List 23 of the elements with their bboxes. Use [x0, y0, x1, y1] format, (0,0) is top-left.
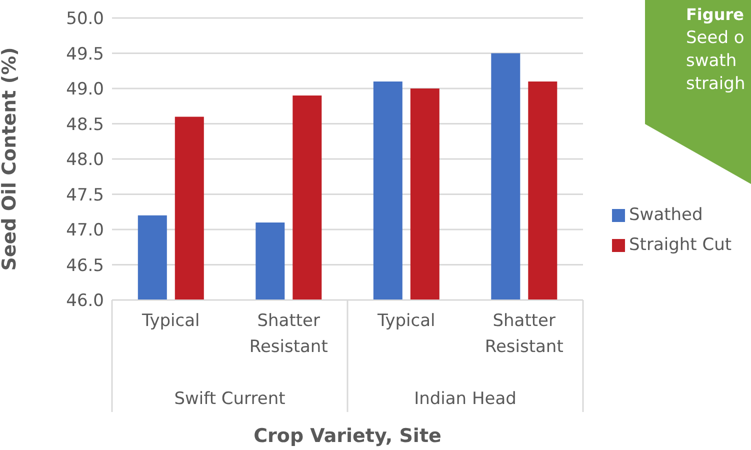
y-tick-label: 46.0 — [66, 291, 104, 312]
x-tick-label: Typical — [376, 311, 436, 331]
x-tick-label: Shatter Resistant — [249, 311, 328, 357]
y-tick-label: 50.0 — [66, 9, 104, 30]
text: Swift Current — [174, 389, 286, 409]
y-tick-label: 47.5 — [66, 185, 104, 206]
x-tick-label: Typical — [140, 311, 200, 331]
y-tick-label: 49.0 — [66, 80, 104, 100]
x-axis-title: Crop Variety, Site — [254, 425, 442, 447]
text: Indian Head — [414, 389, 516, 409]
text: Figure — [686, 5, 744, 24]
text: Seed o — [686, 28, 744, 48]
text: swath — [686, 51, 737, 71]
legend-label: Swathed — [629, 205, 703, 225]
x-tick-label: Shatter Resistant — [484, 311, 564, 357]
y-tick-label: 47.0 — [66, 220, 104, 241]
y-axis-title: Seed Oil Content (%) — [0, 47, 21, 271]
y-tick-label: 48.5 — [66, 114, 104, 135]
y-tick-label: 49.5 — [66, 44, 104, 64]
text: straigh — [686, 74, 746, 94]
y-tick-label: 46.5 — [66, 256, 104, 276]
y-tick-label: 48.0 — [66, 150, 104, 170]
legend-label: Straight Cut — [629, 235, 732, 255]
